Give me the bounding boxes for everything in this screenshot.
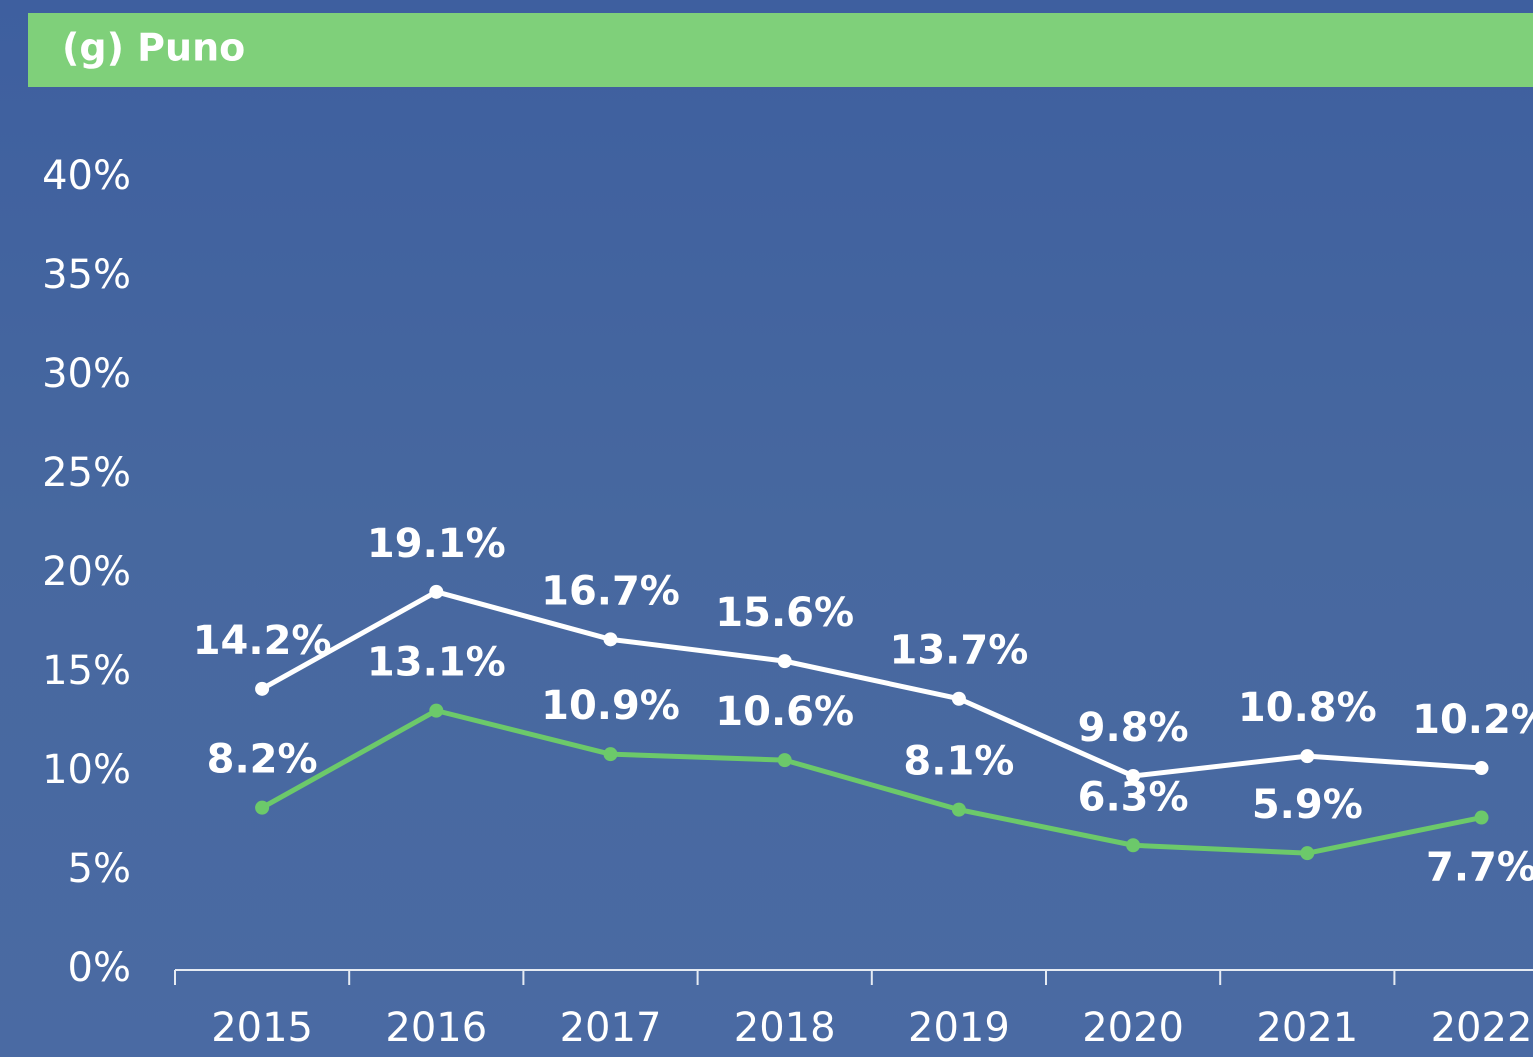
y-tick-label: 25%	[42, 450, 131, 496]
y-tick-label: 40%	[42, 153, 131, 199]
x-tick-label: 2015	[211, 1005, 313, 1051]
data-point	[1475, 761, 1489, 775]
x-tick-label: 2016	[385, 1005, 487, 1051]
value-label: 8.1%	[903, 739, 1014, 785]
data-point	[1300, 749, 1314, 763]
data-point	[1300, 846, 1314, 860]
x-tick-label: 2017	[560, 1005, 662, 1051]
value-label: 6.3%	[1078, 774, 1189, 820]
data-point	[1475, 811, 1489, 825]
data-point	[429, 704, 443, 718]
data-point	[604, 632, 618, 646]
y-tick-label: 20%	[42, 549, 131, 595]
value-label: 10.2%	[1412, 697, 1533, 743]
data-point	[429, 585, 443, 599]
value-label: 9.8%	[1078, 705, 1189, 751]
data-point	[604, 747, 618, 761]
value-label: 14.2%	[193, 618, 332, 664]
data-point	[778, 654, 792, 668]
data-point	[1126, 838, 1140, 852]
value-label: 10.6%	[715, 689, 854, 735]
chart: (g) Puno 0% 5% 10% 15% 20% 25% 30% 35% 40% 2015 20…	[0, 0, 1533, 1057]
x-tick-label: 2019	[908, 1005, 1010, 1051]
value-label: 5.9%	[1252, 782, 1363, 828]
data-point	[952, 803, 966, 817]
value-label: 16.7%	[541, 568, 680, 614]
page: (g) Puno 0% 5% 10% 15% 20% 25% 30% 35% 40% 2015 20…	[0, 0, 1533, 1057]
x-tick-label: 2021	[1256, 1005, 1358, 1051]
y-tick-label: 0%	[68, 945, 131, 991]
data-point	[255, 682, 269, 696]
value-label: 19.1%	[367, 521, 506, 567]
y-tick-label: 35%	[42, 252, 131, 298]
value-label: 15.6%	[715, 590, 854, 636]
y-tick-label: 5%	[68, 846, 131, 892]
y-tick-label: 10%	[42, 747, 131, 793]
value-label: 13.1%	[367, 640, 506, 686]
value-label: 10.8%	[1238, 685, 1377, 731]
title-bar	[28, 13, 1533, 87]
data-point	[778, 753, 792, 767]
value-label: 7.7%	[1426, 845, 1533, 891]
background	[0, 0, 1533, 1057]
value-label: 10.9%	[541, 683, 680, 729]
y-tick-label: 30%	[42, 351, 131, 397]
data-point	[255, 801, 269, 815]
x-tick-label: 2022	[1431, 1005, 1533, 1051]
x-tick-label: 2020	[1082, 1005, 1184, 1051]
y-tick-label: 15%	[42, 648, 131, 694]
data-point	[952, 692, 966, 706]
x-tick-label: 2018	[734, 1005, 836, 1051]
chart-title: (g) Puno	[62, 26, 245, 70]
value-label: 13.7%	[890, 628, 1029, 674]
value-label: 8.2%	[207, 737, 318, 783]
